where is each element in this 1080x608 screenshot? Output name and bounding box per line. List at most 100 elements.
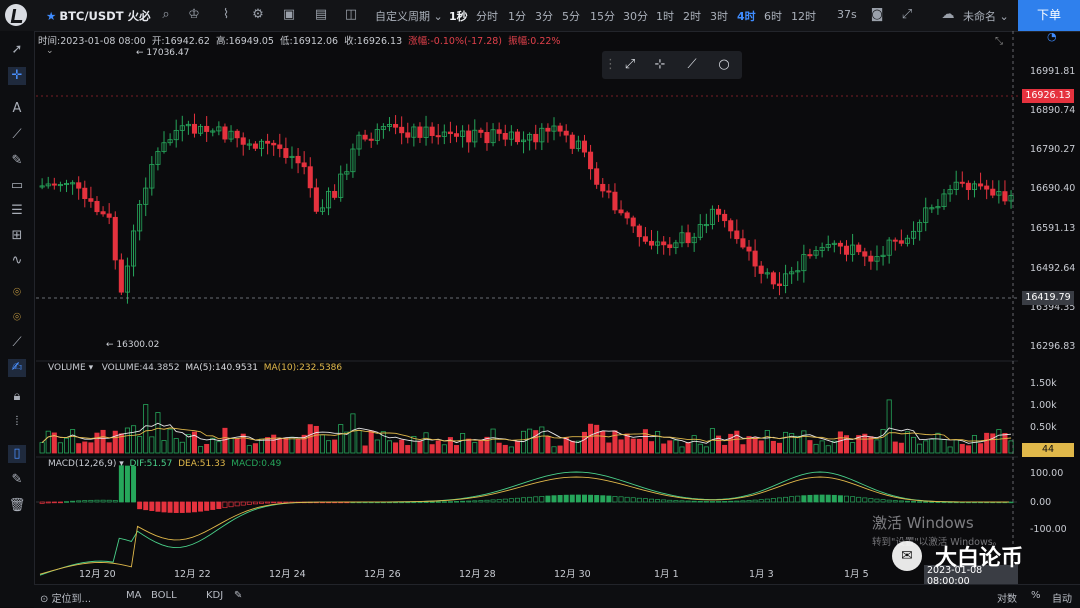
volume-bar: [240, 433, 246, 454]
interval-1s[interactable]: 1秒: [449, 10, 468, 23]
cursor-arrow-icon[interactable]: ➚: [11, 42, 23, 57]
save-layout-icon[interactable]: ▤: [314, 7, 328, 22]
visibility-icon[interactable]: ⦙: [15, 414, 19, 429]
macd-bar: [594, 495, 600, 503]
interval-15m[interactable]: 15分: [590, 10, 615, 23]
user-menu[interactable]: 未命名 ⌄: [963, 10, 1009, 23]
volume-bar: [258, 438, 265, 454]
magnet-icon[interactable]: ⌾: [13, 285, 21, 300]
custom-period-dropdown[interactable]: 自定义周期 ⌄: [375, 10, 443, 23]
interval-12h[interactable]: 12时: [791, 10, 816, 23]
candle: [874, 245, 880, 271]
kdj-toggle[interactable]: KDJ: [206, 590, 224, 601]
collapse-chevron-icon[interactable]: ⌄: [46, 46, 54, 56]
interval-2h[interactable]: 2时: [683, 10, 701, 23]
interval-3m[interactable]: 3分: [535, 10, 553, 23]
price-axis[interactable]: 16991.81 16890.74 16790.27 16690.40 1659…: [1018, 31, 1080, 561]
object-tree-icon[interactable]: ▯: [8, 445, 26, 463]
volume-bar: [618, 439, 624, 454]
candle: [417, 122, 423, 144]
edit-list-icon[interactable]: ✎: [11, 472, 23, 487]
trash-icon[interactable]: 🗑︎: [8, 498, 26, 513]
percent-scale-toggle[interactable]: %: [1031, 590, 1041, 601]
volume-bar: [277, 438, 283, 454]
volume-bar: [393, 442, 399, 454]
candle: [947, 184, 953, 202]
lock-icon[interactable]: 🔒︎: [13, 389, 21, 404]
macd-bar: [825, 494, 831, 503]
wave-pattern-icon[interactable]: ∿: [11, 253, 23, 268]
cloud-icon[interactable]: ☁: [941, 7, 955, 22]
interval-6h[interactable]: 6时: [764, 10, 782, 23]
volume-bar: [149, 436, 155, 454]
candle: [539, 123, 545, 151]
volume-bar: [947, 446, 953, 454]
indicator-icon[interactable]: ⌇: [222, 7, 230, 22]
interval-1h[interactable]: 1时: [656, 10, 674, 23]
fibonacci-grid-icon[interactable]: ⊞: [11, 228, 23, 243]
interval-3h[interactable]: 3时: [710, 10, 728, 23]
chart-template-icon[interactable]: ▣: [282, 7, 296, 22]
order-button[interactable]: 下单: [1018, 0, 1080, 31]
candle: [527, 132, 533, 151]
candle: [161, 131, 167, 154]
volume-bar: [612, 430, 618, 454]
edit-indicator-icon[interactable]: ✎: [234, 590, 243, 601]
ruler-icon[interactable]: ⟋: [12, 335, 22, 350]
segment-line-icon[interactable]: ⟋: [687, 57, 697, 72]
expand-pane-icon[interactable]: ⤡: [995, 36, 1003, 47]
draw-mode-icon[interactable]: ✍: [8, 359, 26, 377]
drag-handle-icon[interactable]: ⋮: [604, 57, 617, 72]
time-axis[interactable]: 12月 20 12月 22 12月 24 12月 26 12月 28 12月 3…: [36, 562, 1018, 587]
crosshair-icon[interactable]: ✛: [8, 67, 26, 85]
volume-bar: [801, 430, 807, 454]
app-logo-icon[interactable]: [5, 4, 27, 26]
brush-icon[interactable]: ✎: [11, 153, 23, 168]
rectangle-icon[interactable]: ▭: [10, 178, 24, 193]
auto-scale-toggle[interactable]: 自动: [1052, 594, 1072, 605]
parallel-lines-icon[interactable]: ☰: [11, 203, 23, 218]
macd-bar: [661, 499, 667, 503]
layout-panels-icon[interactable]: ◫: [344, 7, 358, 22]
dea-line: [39, 476, 1009, 575]
candle: [496, 122, 502, 142]
wechat-icon: ✉: [892, 541, 922, 571]
volume-bar: [886, 399, 892, 454]
macd-bar: [813, 494, 819, 503]
trend-line-icon[interactable]: ⟋: [12, 127, 22, 142]
fullscreen-icon[interactable]: ⤢: [901, 7, 913, 22]
ellipse-icon[interactable]: ○: [718, 57, 730, 72]
price-tick: 16991.81: [1030, 66, 1076, 77]
boll-toggle[interactable]: BOLL: [151, 590, 177, 601]
macd-bar: [39, 501, 45, 504]
symbol-selector[interactable]: ★ BTC/USDT 火必: [46, 8, 151, 24]
text-tool-icon[interactable]: A: [12, 101, 22, 116]
interval-4h[interactable]: 4时: [737, 10, 756, 23]
ray-line-icon[interactable]: ⤢: [624, 57, 636, 72]
macd-bar: [112, 500, 118, 503]
search-icon[interactable]: ⌕: [162, 7, 170, 22]
crown-icon[interactable]: ♔: [188, 7, 200, 22]
log-scale-toggle[interactable]: 对数: [997, 594, 1017, 605]
volume-bar: [636, 438, 642, 454]
candle: [265, 133, 271, 155]
volume-bar: [173, 438, 179, 454]
interval-5m[interactable]: 5分: [562, 10, 580, 23]
ma-toggle[interactable]: MA: [126, 590, 142, 601]
magnet-strong-icon[interactable]: ⌾: [13, 310, 21, 325]
candlestick-chart[interactable]: [36, 31, 1018, 584]
volume-bar: [51, 432, 57, 454]
favorite-star-icon[interactable]: ★: [46, 9, 57, 23]
settings-gear-icon[interactable]: ⚙: [252, 7, 264, 22]
camera-icon[interactable]: ◙: [870, 7, 884, 22]
volume-bar: [734, 430, 740, 454]
chart-grid: [36, 360, 1018, 458]
interval-30m[interactable]: 30分: [623, 10, 648, 23]
locate-button[interactable]: ⊙ 定位到...: [40, 594, 92, 605]
interval-timeshare[interactable]: 分时: [476, 10, 498, 23]
interval-1m[interactable]: 1分: [508, 10, 526, 23]
horizontal-line-icon[interactable]: ⊹: [654, 57, 666, 72]
candle: [362, 129, 368, 142]
chat-icon[interactable]: ◔: [1047, 30, 1057, 43]
macd-bar: [191, 501, 197, 513]
